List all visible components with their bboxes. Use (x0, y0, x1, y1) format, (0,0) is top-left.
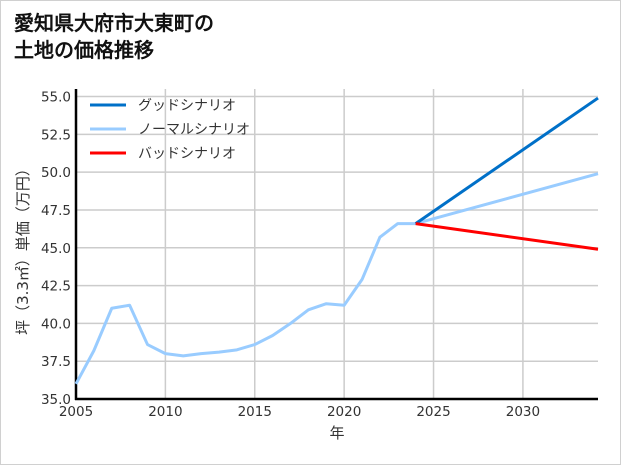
legend-label: グッドシナリオ (138, 98, 236, 114)
y-tick-label: 40.0 (41, 316, 71, 332)
series-line (74, 172, 599, 385)
x-tick-label: 2020 (327, 404, 361, 420)
y-axis-label: 坪（3.3㎡）単価（万円） (14, 161, 32, 335)
y-tick-label: 50.0 (41, 165, 71, 181)
x-tick-label: 2015 (238, 404, 272, 420)
y-tick-label: 52.5 (41, 127, 71, 143)
series-line (415, 222, 599, 251)
y-tick-label: 47.5 (41, 203, 71, 219)
y-tick-label: 42.5 (41, 279, 71, 295)
x-tick-label: 2025 (416, 404, 450, 420)
legend-label: バッドシナリオ (138, 146, 236, 162)
x-tick-label: 2010 (148, 404, 182, 420)
chart-title: 愛知県大府市大東町の 土地の価格推移 (14, 11, 214, 62)
series-line (414, 96, 599, 225)
y-tick-label: 55.0 (41, 90, 71, 106)
y-tick-label: 37.5 (41, 354, 71, 370)
y-tick-label: 35.0 (41, 392, 71, 408)
x-tick-label: 2030 (506, 404, 540, 420)
y-tick-label: 45.0 (41, 241, 71, 257)
legend-label: ノーマルシナリオ (138, 122, 250, 138)
x-axis-label: 年 (329, 424, 344, 442)
x-tick-label: 2005 (59, 404, 93, 420)
